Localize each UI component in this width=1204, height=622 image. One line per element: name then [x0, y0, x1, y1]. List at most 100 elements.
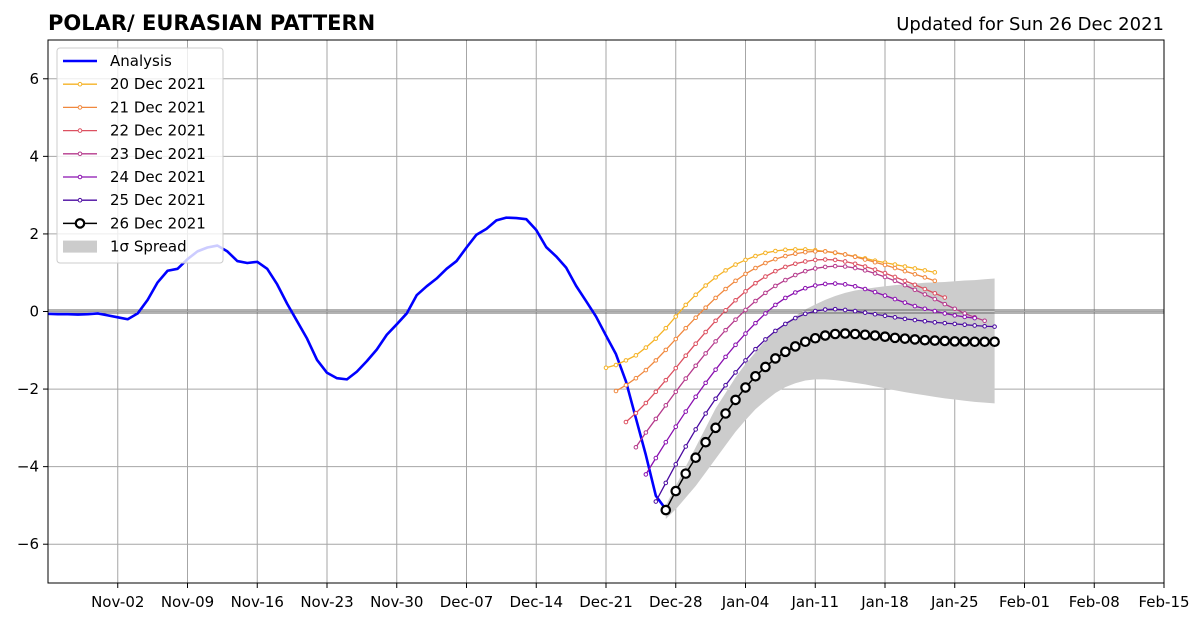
- x-tick-label: Nov-09: [161, 593, 214, 611]
- series-point: [899, 333, 911, 344]
- series-point: [812, 283, 818, 288]
- series-point: [643, 400, 649, 406]
- series-point: [802, 311, 808, 317]
- series-point: [763, 274, 768, 279]
- series-point: [653, 336, 659, 341]
- series-point: [693, 363, 698, 369]
- series-point: [623, 358, 629, 363]
- series-point: [743, 271, 748, 277]
- series-point: [922, 268, 928, 273]
- series-point: [942, 295, 948, 300]
- legend-marker: [77, 81, 83, 87]
- series-point: [989, 336, 1000, 348]
- chart-subtitle: Updated for Sun 26 Dec 2021: [896, 14, 1164, 35]
- series-point: [872, 311, 878, 317]
- series-point: [763, 311, 768, 316]
- chart-title: POLAR/ EURASIAN PATTERN: [48, 11, 375, 35]
- series-point: [892, 278, 898, 284]
- series-point: [723, 268, 728, 273]
- series-point: [842, 282, 848, 287]
- series-point: [653, 389, 659, 395]
- x-tick-label: Dec-28: [649, 593, 703, 611]
- series-point: [942, 320, 948, 326]
- series-point: [783, 321, 788, 327]
- series-point: [812, 266, 818, 271]
- series-point: [673, 424, 679, 429]
- series-group: [643, 281, 977, 477]
- series-point: [892, 296, 898, 302]
- plot-area: Nov-02 Nov-09 Nov-16 Nov-23 Nov-30 Dec-07 Dec-…: [17, 39, 1190, 611]
- series-point: [912, 271, 918, 277]
- series-point: [793, 315, 798, 321]
- series-point: [922, 318, 928, 324]
- series-point: [809, 332, 821, 344]
- x-tick-label: Dec-14: [509, 593, 563, 611]
- x-tick-label: Jan-25: [930, 593, 979, 611]
- series-point: [663, 377, 669, 383]
- series-point: [790, 341, 801, 352]
- series-point: [753, 265, 758, 271]
- x-tick-label: Jan-18: [860, 593, 909, 611]
- series-point: [842, 264, 848, 269]
- series-point: [892, 315, 898, 320]
- x-tick-label: Nov-23: [300, 593, 353, 611]
- series-point: [683, 409, 689, 414]
- series-point: [723, 382, 728, 388]
- series-point: [872, 289, 878, 295]
- series-point: [753, 320, 758, 326]
- series-point: [912, 282, 918, 288]
- series-point: [832, 306, 838, 312]
- series-point: [919, 334, 931, 346]
- legend-label: 26 Dec 2021: [110, 214, 206, 232]
- series-point: [633, 444, 639, 450]
- series-point: [673, 314, 679, 319]
- series-point: [683, 444, 689, 449]
- series-point: [882, 274, 888, 280]
- series-point: [773, 283, 778, 289]
- series-point: [842, 259, 848, 264]
- series-point: [723, 308, 728, 313]
- series-point: [909, 334, 921, 345]
- legend-marker: [77, 151, 83, 157]
- series-point: [753, 298, 758, 304]
- series-point: [939, 335, 951, 347]
- series-point: [603, 365, 609, 371]
- series-point: [822, 257, 828, 262]
- series-point: [902, 282, 908, 288]
- series-point: [802, 259, 808, 264]
- series-point: [773, 302, 778, 308]
- series-point: [929, 335, 941, 346]
- series-point: [872, 259, 878, 265]
- series-point: [633, 353, 639, 358]
- legend-label: 23 Dec 2021: [110, 145, 206, 163]
- series-point: [982, 323, 987, 329]
- series-point: [952, 313, 958, 318]
- series-point: [829, 328, 841, 340]
- legend-label: 21 Dec 2021: [110, 98, 206, 116]
- series-point: [623, 419, 629, 425]
- series-point: [643, 472, 649, 477]
- legend-marker: [77, 128, 83, 133]
- series-point: [902, 268, 908, 274]
- series-point: [942, 311, 948, 316]
- series-point: [663, 480, 669, 486]
- series-point: [802, 268, 808, 274]
- legend-label: 24 Dec 2021: [110, 168, 206, 186]
- series-point: [703, 283, 708, 288]
- series-point: [633, 410, 639, 416]
- series-group: [653, 306, 997, 504]
- series-point: [832, 263, 838, 269]
- series-point: [832, 281, 838, 286]
- series-point: [912, 266, 918, 271]
- series-point: [852, 261, 858, 267]
- x-tick-label: Nov-02: [91, 593, 144, 611]
- series-point: [720, 408, 731, 419]
- series-point: [653, 416, 659, 422]
- legend-box: [56, 47, 224, 264]
- x-tick-label: Jan-04: [721, 593, 770, 611]
- series-point: [862, 264, 868, 269]
- series-point: [700, 436, 711, 448]
- series-point: [972, 323, 977, 328]
- series-point: [733, 297, 738, 303]
- series-point: [703, 380, 708, 386]
